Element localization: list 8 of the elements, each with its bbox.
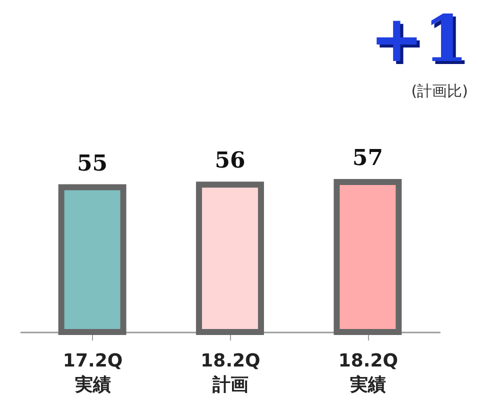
text: (計画比) <box>410 81 468 102</box>
data-label: 55 <box>76 150 108 176</box>
x-tick-label: 18.2Q 実績 <box>338 350 398 396</box>
data-label: 56 <box>214 148 246 174</box>
x-tick-label: 18.2Q 計画 <box>200 350 260 396</box>
x-tick-label: 17.2Q 実績 <box>62 350 123 396</box>
text: +1 <box>370 1 468 79</box>
data-label: 57 <box>352 145 384 171</box>
